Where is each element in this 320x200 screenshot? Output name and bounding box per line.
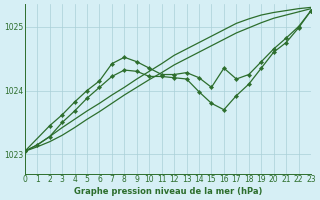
X-axis label: Graphe pression niveau de la mer (hPa): Graphe pression niveau de la mer (hPa): [74, 187, 262, 196]
